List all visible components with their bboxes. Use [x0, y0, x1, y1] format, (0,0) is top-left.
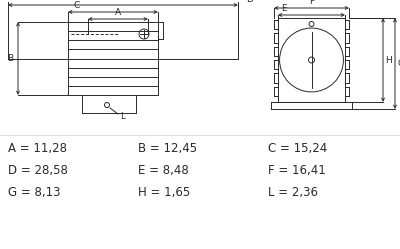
Text: A: A: [115, 8, 121, 17]
Text: E: E: [281, 4, 287, 13]
Text: B: B: [7, 54, 13, 63]
Text: D: D: [246, 0, 253, 4]
Text: A = 11,28: A = 11,28: [8, 141, 67, 154]
Text: C: C: [73, 1, 79, 10]
Bar: [278, 18, 345, 102]
Text: H: H: [385, 56, 392, 64]
Text: F: F: [309, 0, 314, 6]
Text: G: G: [398, 59, 400, 68]
Text: L = 2,36: L = 2,36: [268, 186, 318, 198]
Text: F = 16,41: F = 16,41: [268, 164, 326, 177]
Text: E = 8,48: E = 8,48: [138, 164, 189, 177]
Text: C = 15,24: C = 15,24: [268, 141, 327, 154]
Text: H = 1,65: H = 1,65: [138, 186, 190, 198]
Bar: [68, 22, 158, 95]
Text: D = 28,58: D = 28,58: [8, 164, 68, 177]
Text: B = 12,45: B = 12,45: [138, 141, 197, 154]
Text: L: L: [120, 112, 125, 121]
Text: G = 8,13: G = 8,13: [8, 186, 60, 198]
